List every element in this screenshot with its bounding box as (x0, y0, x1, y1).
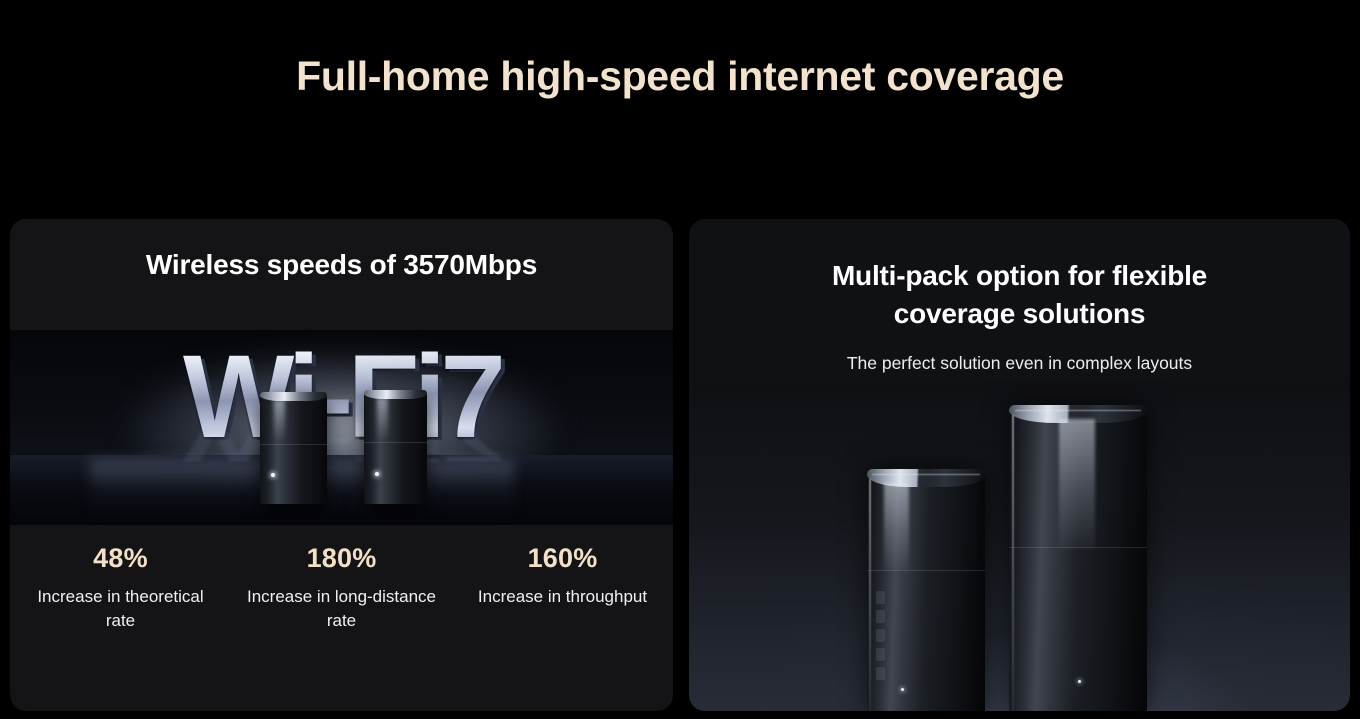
stats-row: 48% Increase in theoretical rate 180% In… (10, 544, 673, 632)
stat-value: 180% (306, 543, 377, 573)
card-right-title: Multi-pack option for flexible coverage … (689, 257, 1350, 332)
card-right-title-line1: Multi-pack option for flexible (831, 260, 1208, 291)
card-left-title: Wireless speeds of 3570Mbps (145, 249, 538, 280)
hero-router-right (364, 390, 427, 504)
router-led-icon (1078, 680, 1081, 683)
router-led-icon (901, 688, 904, 691)
card-multi-pack[interactable]: Multi-pack option for flexible coverage … (689, 219, 1350, 711)
wifi7-wordmark-extrusion: Wi-Fi7 (14, 341, 673, 459)
stat-item: 180% Increase in long-distance rate (231, 544, 452, 632)
stat-value: 48% (93, 543, 148, 573)
stat-item: 48% Increase in theoretical rate (10, 544, 231, 632)
router-gloss (377, 398, 388, 440)
router-led-icon (271, 472, 276, 477)
wifi7-hero-image: Wi-Fi7 Wi-Fi7 Wi-Fi7 (10, 330, 673, 525)
product-router-large (1009, 405, 1147, 711)
router-chrome-cap (867, 469, 985, 487)
product-router-small (867, 469, 985, 711)
stat-value: 160% (527, 543, 598, 573)
card-wireless-speeds[interactable]: Wireless speeds of 3570Mbps Wi-Fi7 Wi-Fi… (10, 219, 673, 711)
multi-pack-product-image (689, 381, 1350, 711)
router-led-icon (374, 472, 379, 477)
wifi7-wordmark: Wi-Fi7 (10, 338, 673, 456)
router-gloss (883, 483, 910, 571)
router-cap-highlight (871, 474, 981, 475)
router-chrome-cap (1009, 405, 1147, 423)
router-edge-highlight (1012, 415, 1014, 711)
stat-label: Increase in long-distance rate (247, 587, 437, 630)
router-gloss (1058, 419, 1095, 549)
card-right-title-line2: coverage solutions (893, 297, 1146, 329)
stat-label: Increase in throughput (477, 587, 648, 607)
router-vents-icon (876, 591, 885, 680)
hero-router-left (260, 392, 327, 504)
wifi7-wordmark-reflection: Wi-Fi7 (183, 416, 500, 472)
router-gloss (274, 400, 286, 441)
card-right-subtitle-line1: The perfect solution even in complex lay… (846, 353, 1193, 373)
stat-label: Increase in theoretical rate (37, 587, 204, 630)
page-title: Full-home high-speed internet coverage (296, 53, 1064, 99)
router-edge-highlight (869, 479, 871, 711)
stat-item: 160% Increase in throughput (452, 544, 673, 632)
router-seam (867, 570, 985, 571)
hero-floor (10, 454, 673, 525)
router-seam (1009, 547, 1147, 548)
router-cap-highlight (1014, 410, 1142, 411)
